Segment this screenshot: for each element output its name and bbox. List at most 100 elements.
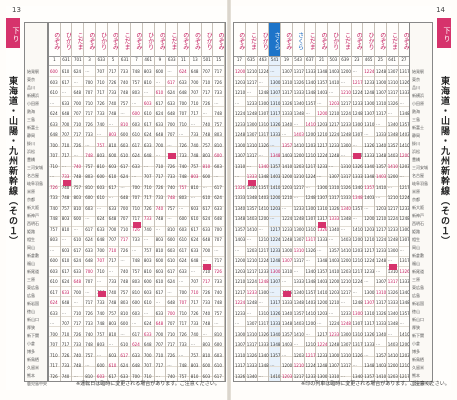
time-cell: 1326 xyxy=(352,352,363,358)
time-cell: 1248 xyxy=(340,321,351,326)
station-label: 新鳥栖 xyxy=(27,357,39,362)
time-cell: 648 xyxy=(96,237,105,242)
time-cell: 1333 xyxy=(376,321,387,326)
time-cell: ⋯ xyxy=(305,258,310,263)
time-cell: 1310 xyxy=(246,142,257,148)
station-label: 米原 xyxy=(412,189,420,194)
time-rows xyxy=(386,67,398,381)
time-cell: 1233 xyxy=(270,247,281,253)
time-cell: 610 xyxy=(143,300,152,305)
time-cell: 1224 xyxy=(305,174,316,179)
time-cell: 648 xyxy=(167,111,175,116)
time-cell: 1333 xyxy=(270,321,281,326)
train-number: 637 xyxy=(304,57,316,66)
time-cell: 740 xyxy=(61,184,70,190)
time-cell: ⋯ xyxy=(317,247,322,253)
station-label: 名古屋 xyxy=(412,173,424,178)
time-cell: 1200 xyxy=(305,132,316,137)
time-cell: ⋯ xyxy=(352,216,357,221)
time-cell: 1317 xyxy=(270,300,281,305)
time-cell: 1307 xyxy=(305,216,316,221)
station-label: 名古屋 xyxy=(27,173,39,178)
train-number: 17 xyxy=(234,57,245,66)
time-cell: 1203 xyxy=(329,289,340,295)
time-cell: 600 xyxy=(73,216,82,221)
time-cell: ⋯ xyxy=(120,184,125,190)
time-cell: 757 xyxy=(61,205,70,211)
time-cell: 1248 xyxy=(258,279,269,284)
time-cell: 733 xyxy=(214,90,222,95)
train-name: のぞみ xyxy=(398,23,410,57)
time-cell: ⋯ xyxy=(352,289,357,295)
station-label: 新大阪 xyxy=(412,205,424,210)
time-cell: 1410 xyxy=(376,373,387,379)
time-cell: ⋯ xyxy=(214,100,219,106)
train-column: こだま633⋯617624633648700707⋯71772673374074… xyxy=(166,23,179,381)
train-name: こだま xyxy=(245,23,257,57)
train-column: のぞみ 9 600 ⋯ 610 617 624 633 648 700 ⋯ 710 717 726 733 7… xyxy=(154,23,167,381)
time-cell: 1310 xyxy=(293,247,304,253)
time-cell: 633 xyxy=(120,373,129,379)
station-label: 新神戸 xyxy=(27,213,39,218)
time-cell: 1357 xyxy=(399,310,410,316)
time-cell: ⋯ xyxy=(132,247,137,253)
time-cell: 1326 xyxy=(270,121,281,127)
time-cell: ⋯ xyxy=(108,195,113,200)
time-cell: 810 xyxy=(190,373,199,379)
time-cell: 717 xyxy=(167,342,175,347)
time-cell: ⋯ xyxy=(85,142,90,148)
footnote-left: ※運転日は臨時に変更される場合があります。ご注意ください。 xyxy=(76,381,220,387)
time-cell: ⋯ xyxy=(155,79,160,85)
train-number: 543 xyxy=(292,57,304,66)
time-cell: 1348 xyxy=(317,69,328,74)
time-cell: 1348 xyxy=(258,363,269,368)
station-label: 熊本 xyxy=(27,373,35,378)
time-cell: 740 xyxy=(120,79,129,85)
time-cell: ⋯ xyxy=(376,268,380,274)
time-cell: 1210 xyxy=(329,111,340,116)
time-cell: ⋯ xyxy=(202,331,207,337)
time-cell: ⋯ xyxy=(96,132,101,137)
time-cell: 700 xyxy=(143,352,152,358)
time-cell: 648 xyxy=(143,153,152,158)
train-number: 639 xyxy=(339,57,351,66)
time-cell: 1224 xyxy=(305,363,316,368)
time-cell: 617 xyxy=(50,289,58,295)
station-label: 鹿児島中央 xyxy=(27,381,47,386)
time-cell: 710 xyxy=(85,100,93,106)
time-cell: 700 xyxy=(85,268,93,274)
time-cell: 1224 xyxy=(352,279,363,284)
time-cell: 1200 xyxy=(235,69,246,74)
time-cell: 740 xyxy=(202,121,211,127)
time-cell: 1348 xyxy=(340,216,351,221)
page-number-left: 13 xyxy=(12,6,21,14)
time-cell: 600 xyxy=(85,195,93,200)
time-cell: 1357 xyxy=(270,352,281,358)
train-column: のぞみ 3 ⋯ 700 707 710 717 726 733 ⋯ 748 757 803 810 600 6… xyxy=(84,23,96,381)
time-cell: 757 xyxy=(190,163,199,169)
time-cell: 624 xyxy=(190,237,199,242)
station-label: 新岩国 xyxy=(27,301,39,306)
time-rows xyxy=(213,67,224,381)
time-cell: 617 xyxy=(132,142,140,148)
time-cell: 1317 xyxy=(352,342,363,347)
time-cell: 710 xyxy=(167,331,175,337)
time-cell: 1310 xyxy=(270,100,281,106)
time-cell: 707 xyxy=(96,258,105,263)
time-cell: 1326 xyxy=(340,184,351,190)
time-rows xyxy=(257,67,269,381)
time-cell: 1224 xyxy=(340,111,351,116)
time-cell: ⋯ xyxy=(190,195,195,200)
time-cell: 1217 xyxy=(340,100,351,106)
time-cell: 717 xyxy=(190,111,199,116)
time-cell: 617 xyxy=(155,289,164,295)
time-cell: 1203 xyxy=(340,268,351,274)
time-cell: 1310 xyxy=(387,79,398,85)
time-cell: 1300 xyxy=(317,373,328,379)
time-cell: 700 xyxy=(179,100,187,106)
time-cell: 1348 xyxy=(317,258,328,263)
time-cell: 1233 xyxy=(305,373,316,379)
station-label: 新富士 xyxy=(27,125,39,130)
time-cell: 1203 xyxy=(235,268,246,274)
time-cell: 733 xyxy=(96,300,105,305)
